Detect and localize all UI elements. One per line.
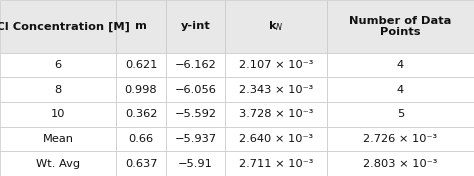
Text: 2.711 × 10⁻³: 2.711 × 10⁻³ — [239, 159, 313, 169]
Bar — [225, 151, 327, 176]
Text: 0.66: 0.66 — [128, 134, 154, 144]
Text: 4: 4 — [397, 60, 404, 70]
Text: 4: 4 — [397, 85, 404, 95]
Text: −5.592: −5.592 — [174, 109, 217, 119]
Text: y-int: y-int — [181, 21, 210, 31]
Bar — [166, 53, 225, 77]
Bar — [225, 0, 327, 53]
Text: 2.726 × 10⁻³: 2.726 × 10⁻³ — [364, 134, 438, 144]
Bar — [225, 102, 327, 127]
Text: m: m — [135, 21, 147, 31]
Text: 0.637: 0.637 — [125, 159, 157, 169]
Bar — [0, 102, 116, 127]
Bar — [327, 151, 474, 176]
Bar — [166, 0, 225, 53]
Bar — [116, 127, 166, 151]
Text: 6: 6 — [55, 60, 62, 70]
Bar — [166, 77, 225, 102]
Text: −6.056: −6.056 — [174, 85, 217, 95]
Text: Mean: Mean — [43, 134, 73, 144]
Bar — [166, 127, 225, 151]
Bar — [327, 77, 474, 102]
Bar — [0, 151, 116, 176]
Bar — [327, 53, 474, 77]
Text: 0.621: 0.621 — [125, 60, 157, 70]
Text: −6.162: −6.162 — [174, 60, 217, 70]
Text: 5: 5 — [397, 109, 404, 119]
Bar — [0, 0, 116, 53]
Text: HCl Concentration [M]: HCl Concentration [M] — [0, 21, 129, 32]
Bar — [166, 151, 225, 176]
Bar — [116, 53, 166, 77]
Bar — [166, 102, 225, 127]
Text: 2.640 × 10⁻³: 2.640 × 10⁻³ — [239, 134, 313, 144]
Text: 2.107 × 10⁻³: 2.107 × 10⁻³ — [239, 60, 313, 70]
Text: 2.343 × 10⁻³: 2.343 × 10⁻³ — [239, 85, 313, 95]
Bar — [327, 102, 474, 127]
Bar — [225, 127, 327, 151]
Bar — [327, 127, 474, 151]
Bar — [327, 0, 474, 53]
Text: 8: 8 — [55, 85, 62, 95]
Text: −5.937: −5.937 — [174, 134, 217, 144]
Text: 0.362: 0.362 — [125, 109, 157, 119]
Bar — [116, 77, 166, 102]
Bar — [0, 127, 116, 151]
Bar — [225, 53, 327, 77]
Text: 3.728 × 10⁻³: 3.728 × 10⁻³ — [239, 109, 313, 119]
Text: 10: 10 — [51, 109, 65, 119]
Bar — [116, 0, 166, 53]
Text: Wt. Avg: Wt. Avg — [36, 159, 80, 169]
Text: 2.803 × 10⁻³: 2.803 × 10⁻³ — [364, 159, 438, 169]
Text: k$_N$: k$_N$ — [268, 20, 284, 33]
Bar — [116, 102, 166, 127]
Bar — [116, 151, 166, 176]
Text: Number of Data
Points: Number of Data Points — [349, 16, 452, 37]
Bar — [0, 53, 116, 77]
Bar — [225, 77, 327, 102]
Text: 0.998: 0.998 — [125, 85, 157, 95]
Bar — [0, 77, 116, 102]
Text: −5.91: −5.91 — [178, 159, 213, 169]
